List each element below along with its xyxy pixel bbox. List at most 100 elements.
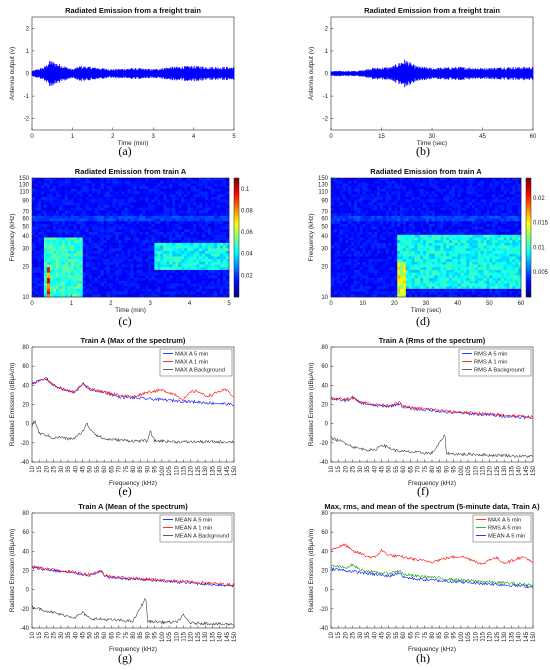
- heatmap-cell: [43, 213, 48, 217]
- heatmap-cell: [451, 221, 456, 225]
- heatmap-cell: [331, 215, 335, 219]
- heatmap-cell: [127, 213, 131, 217]
- heatmap-cell: [417, 242, 421, 246]
- heatmap-cell: [518, 191, 522, 195]
- heatmap-cell: [160, 226, 164, 230]
- heatmap-cell: [368, 253, 372, 257]
- heatmap-cell: [377, 226, 381, 230]
- heatmap-cell: [391, 253, 395, 257]
- heatmap-cell: [333, 215, 338, 219]
- heatmap-cell: [205, 294, 209, 298]
- heatmap-cell: [133, 259, 137, 263]
- heatmap-cell: [178, 232, 182, 236]
- heatmap-cell: [121, 253, 125, 257]
- heatmap-cell: [175, 215, 179, 219]
- heatmap-cell: [169, 229, 173, 233]
- heatmap-cell: [169, 245, 173, 249]
- heatmap-cell: [148, 223, 152, 227]
- heatmap-cell: [175, 186, 179, 190]
- heatmap-cell: [423, 223, 427, 227]
- heatmap-cell: [469, 223, 473, 227]
- heatmap-cell: [356, 202, 361, 206]
- heatmap-cell: [181, 240, 185, 244]
- heatmap-cell: [61, 248, 66, 252]
- heatmap-cell: [178, 221, 182, 225]
- heatmap-cell: [454, 213, 458, 217]
- heatmap-cell: [127, 251, 131, 255]
- heatmap-cell: [43, 234, 48, 238]
- heatmap-cell: [100, 283, 104, 287]
- colorbar-segment: [234, 255, 239, 258]
- heatmap-cell: [166, 278, 170, 282]
- heatmap-cell: [417, 248, 421, 252]
- heatmap-cell: [190, 248, 194, 252]
- heatmap-cell: [136, 288, 140, 292]
- heatmap-cell: [446, 237, 450, 241]
- heatmap-cell: [503, 245, 507, 249]
- heatmap-cell: [163, 223, 167, 227]
- heatmap-cell: [480, 221, 484, 225]
- heatmap-cell: [223, 186, 227, 190]
- heatmap-cell: [55, 223, 60, 227]
- heatmap-cell: [515, 188, 519, 192]
- heatmap-cell: [342, 256, 346, 260]
- heatmap-cell: [351, 251, 355, 255]
- heatmap-cell: [512, 234, 516, 238]
- heatmap-cell: [169, 207, 173, 211]
- heatmap-cell: [414, 251, 418, 255]
- heatmap-cell: [220, 191, 224, 195]
- heatmap-cell: [166, 286, 170, 290]
- heatmap-cell: [382, 202, 386, 206]
- heatmap-cell: [115, 256, 119, 260]
- heatmap-cell: [385, 218, 389, 222]
- colorbar-segment: [234, 271, 239, 274]
- heatmap-cell: [112, 256, 116, 260]
- heatmap-cell: [88, 194, 92, 198]
- heatmap-cell: [130, 191, 134, 195]
- heatmap-cell: [127, 242, 131, 246]
- heatmap-cell: [483, 202, 487, 206]
- heatmap-cell: [160, 232, 164, 236]
- heatmap-cell: [145, 229, 149, 233]
- heatmap-cell: [166, 186, 170, 190]
- heatmap-cell: [500, 196, 505, 200]
- heatmap-cell: [506, 221, 510, 225]
- heatmap-cell: [486, 199, 490, 203]
- heatmap-cell: [100, 240, 104, 244]
- heatmap-cell: [356, 191, 361, 195]
- heatmap-cell: [136, 237, 140, 241]
- heatmap-cell: [157, 191, 161, 195]
- heatmap-cell: [124, 180, 128, 184]
- heatmap-cell: [43, 278, 48, 282]
- heatmap-cell: [151, 180, 155, 184]
- heatmap-cell: [345, 221, 349, 225]
- heatmap-cell: [220, 291, 224, 295]
- heatmap-cell: [166, 242, 170, 246]
- heatmap-cell: [345, 248, 349, 252]
- heatmap-cell: [91, 232, 95, 236]
- heatmap-cell: [486, 205, 490, 209]
- heatmap-cell: [121, 278, 125, 282]
- heatmap-cell: [202, 286, 206, 290]
- heatmap-cell: [154, 288, 158, 292]
- heatmap-cell: [331, 242, 335, 246]
- heatmap-cell: [483, 245, 487, 249]
- heatmap-cell: [379, 207, 384, 211]
- heatmap-cell: [124, 191, 128, 195]
- heatmap-cell: [391, 251, 395, 255]
- heatmap-cell: [226, 237, 230, 241]
- heatmap-cell: [449, 251, 453, 255]
- heatmap-cell: [397, 234, 401, 238]
- heatmap-cell: [184, 234, 188, 238]
- heatmap-cell: [342, 253, 346, 257]
- heatmap-cell: [368, 234, 372, 238]
- heatmap-cell: [379, 196, 384, 200]
- heatmap-cell: [377, 237, 381, 241]
- heatmap-cell: [202, 194, 206, 198]
- heatmap-cell: [151, 269, 155, 273]
- heatmap-cell: [97, 210, 101, 214]
- heatmap-cell: [199, 291, 203, 295]
- heatmap-cell: [208, 251, 212, 255]
- heatmap-cell: [115, 259, 119, 263]
- heatmap-cell: [82, 188, 87, 192]
